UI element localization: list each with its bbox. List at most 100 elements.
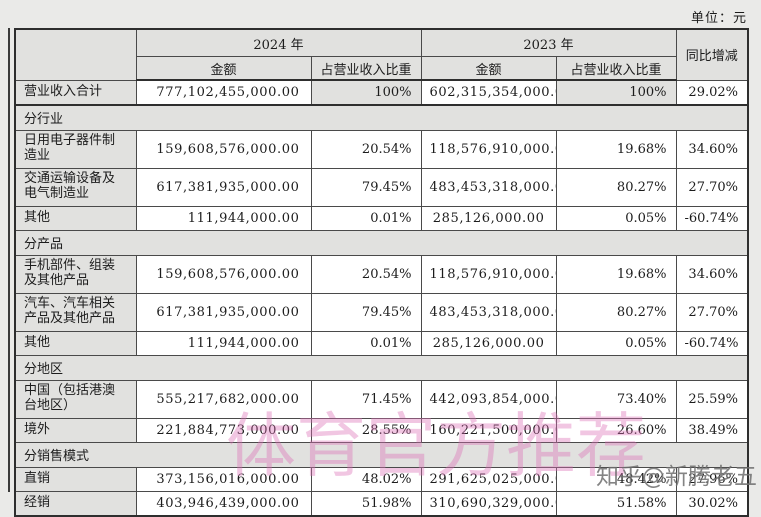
table-row: 境外 221,884,773,000.00 28.55% 160,221,500,00…: [14, 417, 749, 443]
header-year-2023: 2023 年: [420, 28, 677, 57]
row-label: 直销: [14, 466, 137, 492]
header-ratio-2024: 占营业收入比重: [310, 56, 422, 81]
yoy-change: 27.70%: [675, 292, 749, 332]
ratio-2024: 100%: [310, 79, 422, 106]
financial-report-page: { "unit_label": "单位：元", "table": { "head…: [8, 11, 757, 517]
ratio-2023: 73.40%: [555, 379, 677, 419]
revenue-breakdown-table: 2024 年 2023 年 同比增减 金额 占营业收入比重 金额 占营业收入比重…: [14, 28, 749, 517]
row-label: 手机部件、组装及其他产品: [14, 254, 137, 294]
row-label: 营业收入合计: [14, 79, 137, 106]
ratio-2023: 48.42%: [555, 466, 677, 492]
amount-2024: 555,217,682,000.00: [135, 379, 312, 419]
header-yoy: 同比增减: [675, 28, 749, 81]
section-row: 分销售模式: [14, 441, 749, 468]
section-label: 分产品: [14, 229, 749, 256]
yoy-change: -60.74%: [675, 205, 749, 231]
table-row: 交通运输设备及电气制造业 617,381,935,000.00 79.45% 483,…: [14, 167, 749, 207]
ratio-2023: 51.58%: [555, 490, 677, 516]
section-label: 分地区: [14, 354, 749, 381]
table-row: 手机部件、组装及其他产品 159,608,576,000.00 20.54% 118,…: [14, 254, 749, 294]
page-edge-line: [8, 28, 10, 492]
yoy-change: -60.74%: [675, 330, 749, 356]
amount-2023: 118,576,910,000.00: [420, 254, 557, 294]
amount-2023: 442,093,854,000.00: [420, 379, 557, 419]
amount-2024: 617,381,935,000.00: [135, 292, 312, 332]
row-label: 汽车、汽车相关产品及其他产品: [14, 292, 137, 332]
ratio-2023: 100%: [555, 79, 677, 106]
yoy-change: 34.60%: [675, 129, 749, 169]
row-label: 其他: [14, 205, 137, 231]
ratio-2023: 0.05%: [555, 330, 677, 356]
amount-2024: 159,608,576,000.00: [135, 254, 312, 294]
yoy-change: 27.96%: [675, 466, 749, 492]
table-row: 经销 403,946,439,000.00 51.98% 310,690,329,00…: [14, 490, 749, 516]
amount-2024: 777,102,455,000.00: [135, 79, 312, 106]
header-amount-2024: 金额: [135, 56, 312, 81]
ratio-2024: 20.54%: [310, 129, 422, 169]
ratio-2024: 48.02%: [310, 466, 422, 492]
ratio-2024: 28.55%: [310, 417, 422, 443]
amount-2024: 617,381,935,000.00: [135, 167, 312, 207]
ratio-2023: 80.27%: [555, 292, 677, 332]
amount-2024: 221,884,773,000.00: [135, 417, 312, 443]
ratio-2024: 20.54%: [310, 254, 422, 294]
ratio-2024: 0.01%: [310, 330, 422, 356]
ratio-2023: 0.05%: [555, 205, 677, 231]
header-row-columns: 金额 占营业收入比重 金额 占营业收入比重: [15, 56, 748, 81]
section-row: 分产品: [14, 229, 749, 256]
unit-label: 单位：元: [690, 11, 747, 26]
row-label: 境外: [14, 417, 137, 443]
table-body: 营业收入合计 777,102,455,000.00 100% 602,315,354,…: [14, 79, 749, 516]
header-amount-2023: 金额: [420, 56, 557, 81]
header-row-years: 2024 年 2023 年 同比增减: [14, 28, 749, 81]
amount-2024: 403,946,439,000.00: [135, 490, 312, 516]
table-row: 直销 373,156,016,000.00 48.02% 291,625,025,00…: [14, 466, 749, 492]
table-row: 中国（包括港澳台地区） 555,217,682,000.00 71.45% 442,0…: [14, 379, 749, 419]
section-row: 分地区: [14, 354, 749, 381]
ratio-2023: 26.60%: [555, 417, 677, 443]
section-row: 分行业: [14, 104, 749, 131]
amount-2024: 111,944,000.00: [135, 330, 312, 356]
header-blank: [14, 28, 137, 81]
yoy-change: 38.49%: [675, 417, 749, 443]
table-row: 汽车、汽车相关产品及其他产品 617,381,935,000.00 79.45% 48…: [14, 292, 749, 332]
ratio-2024: 71.45%: [310, 379, 422, 419]
ratio-2024: 79.45%: [310, 167, 422, 207]
ratio-2024: 51.98%: [310, 490, 422, 516]
header-year-2024: 2024 年: [135, 28, 422, 57]
row-label: 交通运输设备及电气制造业: [14, 167, 137, 207]
row-label: 中国（包括港澳台地区）: [14, 379, 137, 419]
ratio-2023: 19.68%: [555, 254, 677, 294]
table-row: 其他 111,944,000.00 0.01% 285,126,000.00 0.05%…: [14, 330, 749, 356]
row-label: 经销: [14, 490, 137, 516]
header-ratio-2023: 占营业收入比重: [555, 56, 677, 81]
yoy-change: 27.70%: [675, 167, 749, 207]
yoy-change: 30.02%: [675, 490, 749, 516]
table-row: 日用电子器件制造业 159,608,576,000.00 20.54% 118,576…: [14, 129, 749, 169]
amount-2023: 483,453,318,000.00: [420, 167, 557, 207]
amount-2023: 118,576,910,000.00: [420, 129, 557, 169]
amount-2023: 285,126,000.00: [420, 205, 557, 231]
yoy-change: 29.02%: [675, 79, 749, 106]
yoy-change: 34.60%: [675, 254, 749, 294]
amount-2023: 285,126,000.00: [420, 330, 557, 356]
ratio-2024: 79.45%: [310, 292, 422, 332]
amount-2024: 159,608,576,000.00: [135, 129, 312, 169]
table-row: 营业收入合计 777,102,455,000.00 100% 602,315,354,…: [14, 79, 749, 106]
amount-2023: 310,690,329,000.00: [420, 490, 557, 516]
ratio-2023: 19.68%: [555, 129, 677, 169]
amount-2023: 291,625,025,000.00: [420, 466, 557, 492]
row-label: 其他: [14, 330, 137, 356]
ratio-2023: 80.27%: [555, 167, 677, 207]
yoy-change: 25.59%: [675, 379, 749, 419]
section-label: 分销售模式: [14, 441, 749, 468]
table-row: 其他 111,944,000.00 0.01% 285,126,000.00 0.05%…: [14, 205, 749, 231]
amount-2023: 602,315,354,000.00: [420, 79, 557, 106]
section-label: 分行业: [14, 104, 749, 131]
ratio-2024: 0.01%: [310, 205, 422, 231]
row-label: 日用电子器件制造业: [14, 129, 137, 169]
amount-2024: 373,156,016,000.00: [135, 466, 312, 492]
amount-2024: 111,944,000.00: [135, 205, 312, 231]
amount-2023: 160,221,500,000.00: [420, 417, 557, 443]
amount-2023: 483,453,318,000.00: [420, 292, 557, 332]
